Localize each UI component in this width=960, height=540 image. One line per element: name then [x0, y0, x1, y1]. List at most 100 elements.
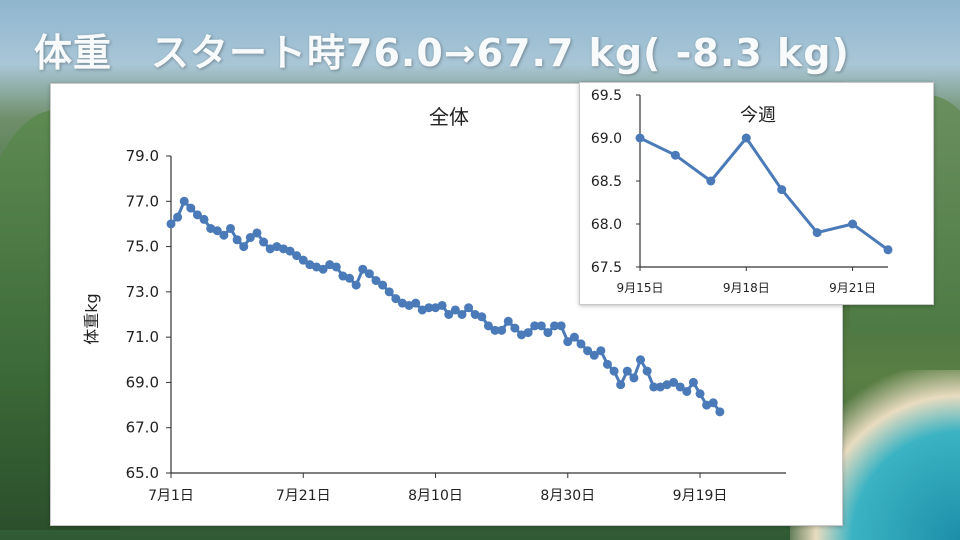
data-point	[576, 339, 586, 349]
data-point	[192, 210, 202, 220]
data-point	[669, 377, 679, 387]
y-tick-label: 79.0	[126, 147, 159, 165]
data-point	[411, 298, 421, 308]
data-point	[812, 228, 822, 238]
y-axis-label: 体重kg	[82, 293, 101, 344]
data-point	[675, 382, 685, 392]
data-point	[437, 300, 447, 310]
y-tick-label: 77.0	[126, 192, 159, 210]
data-point	[616, 380, 626, 390]
y-tick-label: 68.0	[591, 217, 622, 233]
x-tick-label: 9月19日	[673, 488, 728, 504]
data-point	[378, 280, 388, 290]
data-point	[642, 366, 652, 376]
overall-weight-chart: 全体 体重kg 65.0 67.0 69.0 71.0 73.0 75.0 77.0 79.0…	[82, 105, 786, 504]
y-tick-label: 75.0	[126, 238, 159, 256]
data-point	[259, 237, 269, 247]
data-point	[252, 228, 262, 238]
data-point	[569, 332, 579, 342]
data-point	[298, 255, 308, 265]
data-point	[219, 230, 229, 240]
data-point	[424, 303, 434, 313]
data-point	[173, 212, 183, 222]
y-tick-label: 69.0	[126, 373, 159, 391]
data-point	[232, 235, 242, 245]
data-point	[523, 328, 533, 338]
x-tick-label: 9月18日	[723, 281, 770, 295]
data-point	[602, 359, 612, 369]
data-point	[706, 176, 716, 186]
data-point	[622, 366, 632, 376]
data-point	[550, 321, 560, 331]
weight-line	[639, 136, 889, 252]
data-point	[345, 273, 355, 283]
data-point	[285, 246, 295, 256]
data-point	[239, 242, 249, 252]
data-point	[563, 337, 573, 347]
y-tick-label: 68.5	[591, 174, 622, 190]
data-point	[226, 223, 236, 233]
data-point	[371, 276, 381, 286]
y-tick-label: 67.5	[591, 260, 622, 276]
data-point	[883, 245, 893, 255]
y-tick-label: 67.0	[126, 419, 159, 437]
data-point	[245, 233, 255, 243]
weekly-weight-chart: 今週 67.5 68.0 68.5 69.0 69.5 9月15日 9月18日 9月21日	[591, 88, 893, 295]
data-point	[212, 226, 222, 236]
page-title: 体重 スタート時76.0→67.7 kg( -8.3 kg)	[34, 31, 850, 75]
data-point	[483, 321, 493, 331]
data-point	[384, 287, 394, 297]
data-point	[364, 269, 374, 279]
data-point	[530, 321, 540, 331]
data-point	[444, 310, 454, 319]
data-point	[510, 323, 520, 333]
data-point	[536, 321, 546, 331]
weekly-chart-panel: 今週 67.5 68.0 68.5 69.0 69.5 9月15日 9月18日 9月21日	[579, 82, 934, 305]
data-point	[777, 185, 787, 195]
data-point	[688, 377, 698, 387]
y-tick-label: 71.0	[126, 328, 159, 346]
y-tick-label: 65.0	[126, 464, 159, 482]
data-point	[358, 264, 368, 274]
data-point	[318, 264, 328, 274]
data-point	[464, 303, 474, 313]
data-point	[199, 214, 209, 224]
data-point	[695, 389, 705, 399]
data-point	[556, 321, 566, 331]
data-point	[457, 310, 467, 319]
data-point	[583, 346, 593, 356]
data-point	[589, 350, 599, 360]
data-point	[179, 196, 189, 206]
data-point	[635, 133, 645, 143]
data-point	[741, 133, 751, 143]
x-tick-label: 7月21日	[276, 488, 331, 504]
data-point	[351, 280, 361, 290]
data-point	[391, 294, 401, 304]
x-tick-label: 8月10日	[408, 488, 463, 504]
y-tick-label: 69.0	[591, 131, 622, 147]
data-point	[649, 382, 659, 392]
data-point	[609, 366, 619, 376]
data-point	[848, 219, 858, 229]
y-tick-label: 69.5	[591, 88, 622, 104]
data-point	[503, 316, 513, 326]
data-point	[708, 398, 718, 408]
x-tick-label: 9月15日	[617, 281, 664, 295]
x-tick-label: 7月1日	[148, 488, 194, 504]
data-point	[477, 312, 487, 322]
x-tick-label: 8月30日	[540, 488, 595, 504]
data-point	[682, 386, 692, 396]
data-point	[636, 355, 646, 365]
chart-title: 全体	[429, 105, 469, 129]
data-point	[166, 219, 176, 229]
data-point	[450, 305, 460, 315]
data-point	[331, 262, 341, 272]
data-point	[497, 325, 507, 335]
data-point	[186, 203, 196, 213]
data-point	[670, 150, 680, 160]
x-tick-label: 9月21日	[829, 281, 876, 295]
data-point	[490, 325, 500, 335]
y-tick-label: 73.0	[126, 283, 159, 301]
data-point	[629, 373, 639, 383]
data-point	[543, 328, 553, 338]
